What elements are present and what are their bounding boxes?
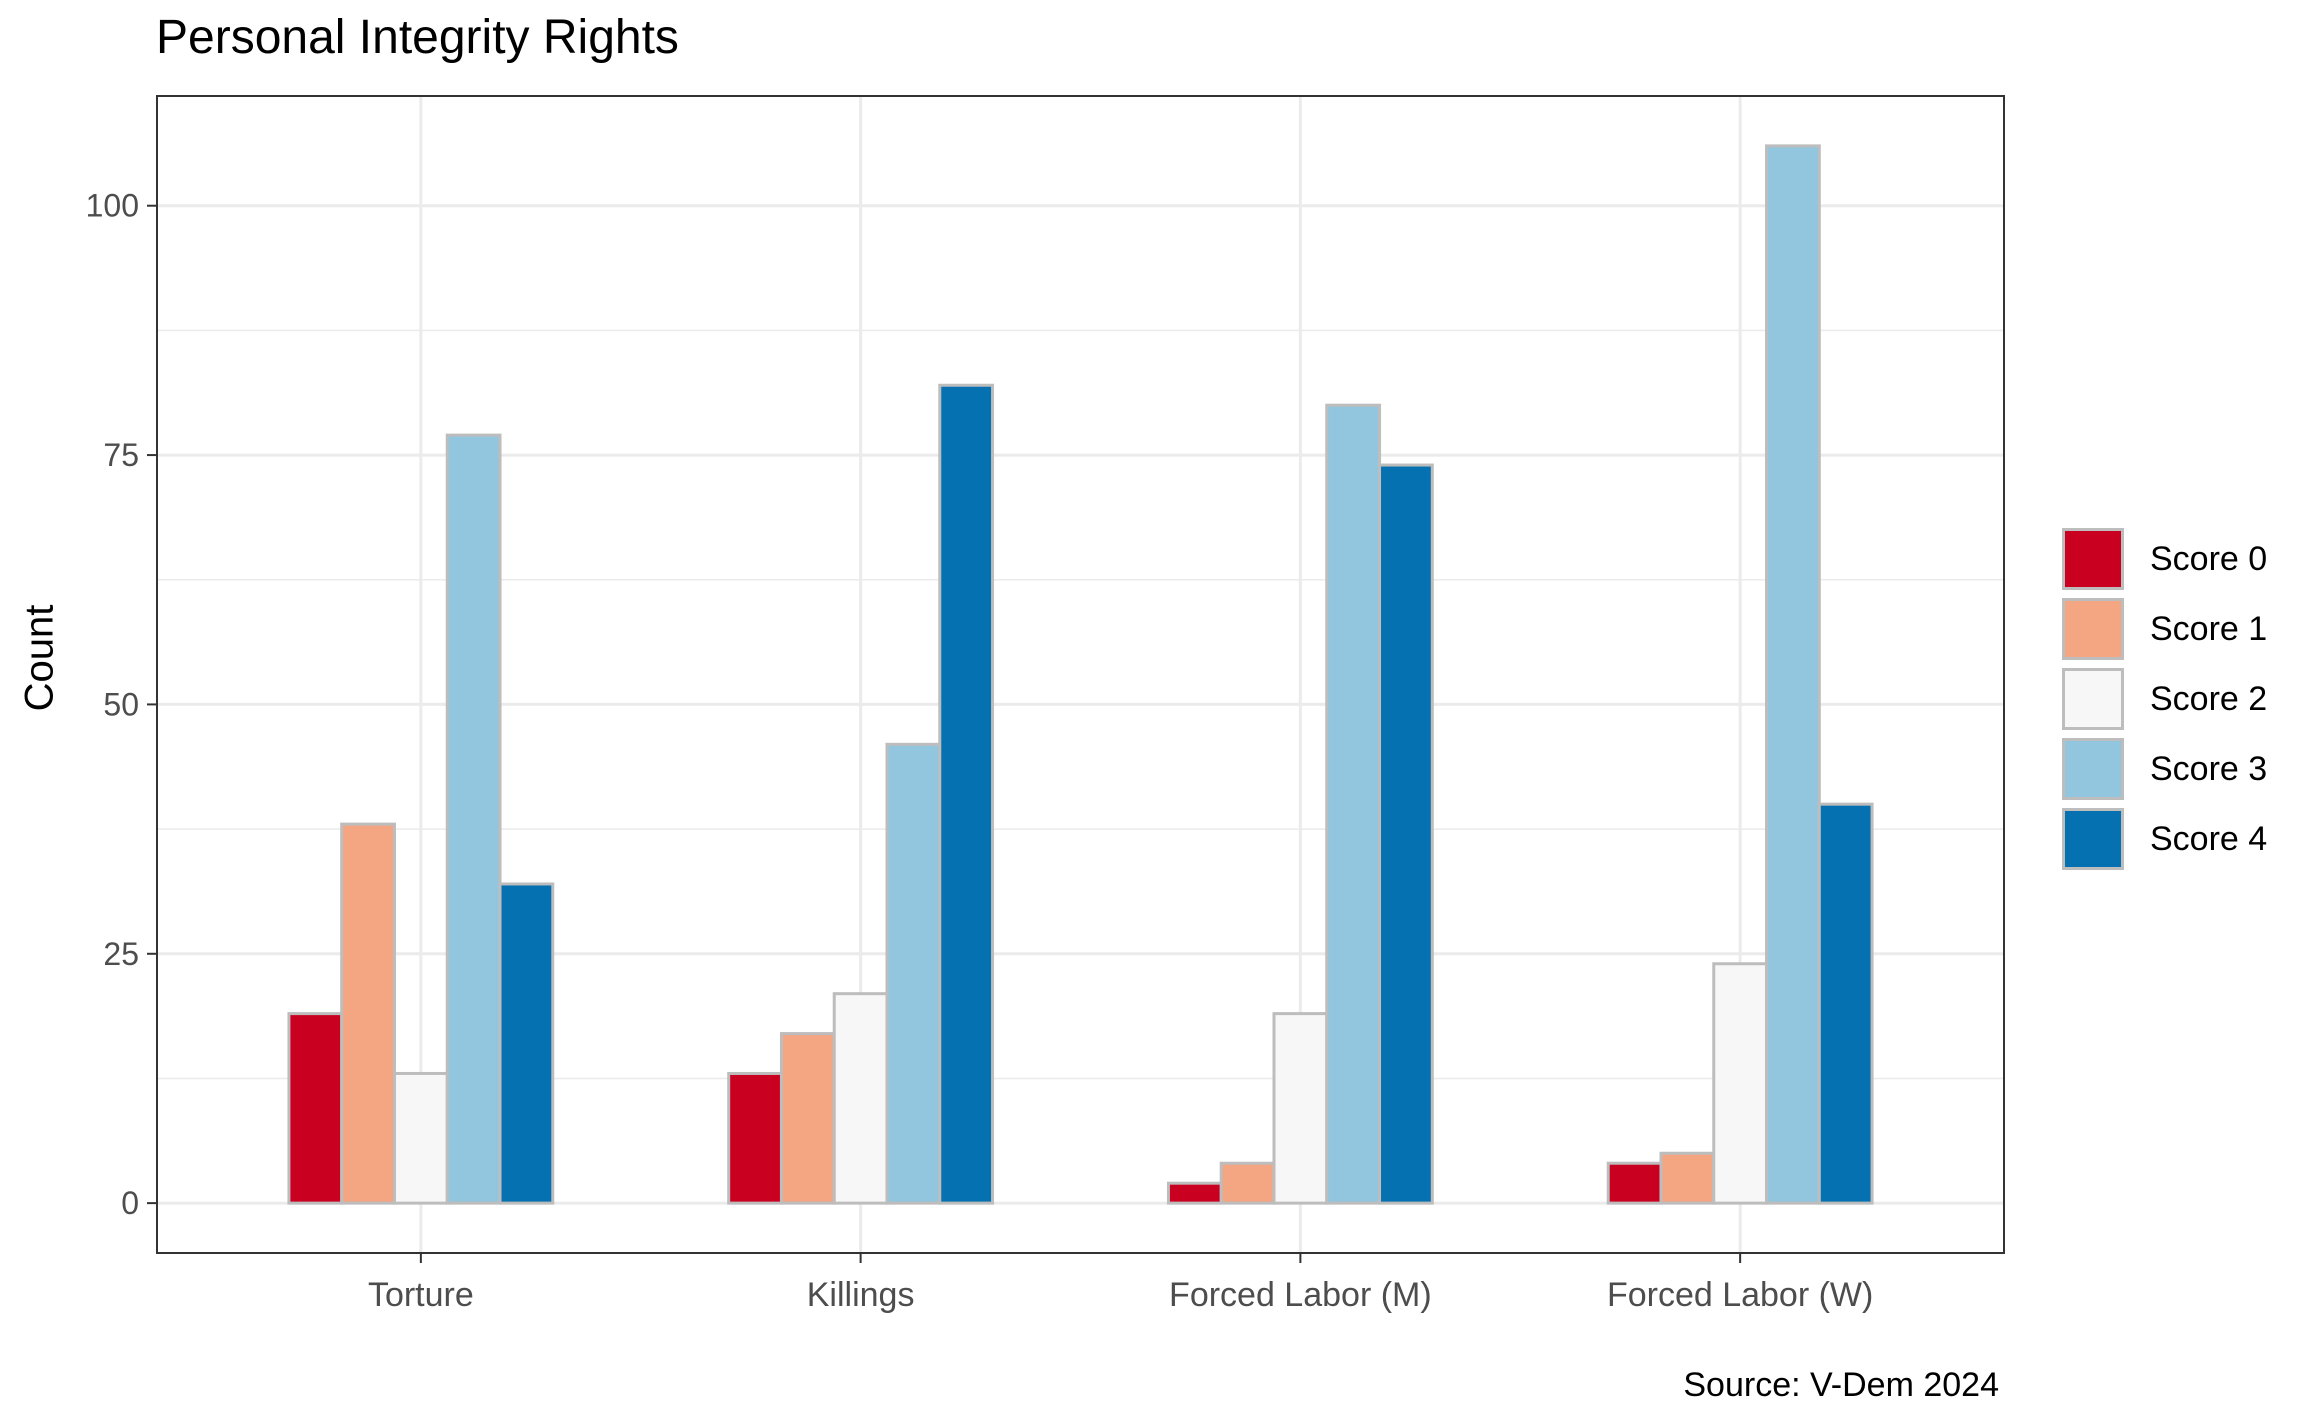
x-tick-label: Forced Labor (W)	[1607, 1276, 1873, 1314]
y-tick-label: 25	[103, 936, 139, 972]
bar-score-0	[727, 1071, 783, 1205]
bar-score-3	[1325, 403, 1382, 1205]
bar-score-0	[287, 1012, 344, 1205]
y-tick-label: 50	[103, 686, 139, 722]
axes: 0 25 50 75 100 Torture Killings Forced Labor (M…	[86, 188, 1874, 1314]
legend-key	[2062, 528, 2124, 590]
legend-label: Score 1	[2150, 610, 2268, 648]
legend-label: Score 4	[2150, 820, 2268, 858]
bar-score-1	[779, 1032, 836, 1205]
bars	[287, 144, 1874, 1205]
legend-key	[2062, 668, 2124, 730]
bar-score-4	[938, 383, 995, 1205]
y-tick-label: 0	[121, 1185, 139, 1221]
bar-score-2	[1712, 962, 1769, 1205]
bar-score-4	[498, 882, 555, 1205]
legend-label: Score 0	[2150, 540, 2268, 578]
bar-score-2	[832, 992, 889, 1205]
bar-score-1	[1219, 1161, 1276, 1205]
x-tick-label: Killings	[807, 1276, 915, 1314]
bar-score-1	[1659, 1151, 1716, 1205]
y-tick-label: 75	[103, 437, 139, 473]
panel-border	[156, 95, 2005, 1254]
bar-score-4	[1378, 463, 1434, 1205]
legend-key	[2062, 598, 2124, 660]
y-tick-label: 100	[86, 188, 139, 224]
bar-score-3	[885, 742, 942, 1205]
legend-label: Score 3	[2150, 750, 2268, 788]
bar-score-0	[1606, 1161, 1663, 1205]
legend-key	[2062, 738, 2124, 800]
bar-score-3	[445, 433, 502, 1205]
source-caption: Source: V-Dem 2024	[1683, 1366, 1999, 1404]
legend-label: Score 2	[2150, 680, 2268, 718]
bar-score-4	[1817, 802, 1874, 1205]
x-tick-label: Forced Labor (M)	[1169, 1276, 1432, 1314]
bar-score-3	[1765, 144, 1821, 1205]
bar-score-2	[1272, 1012, 1329, 1205]
bar-score-0	[1166, 1181, 1223, 1205]
legend-key	[2062, 808, 2124, 870]
chart-title: Personal Integrity Rights	[156, 11, 679, 64]
bar-score-1	[340, 822, 396, 1205]
bar-score-2	[392, 1071, 449, 1205]
x-tick-label: Torture	[368, 1276, 474, 1314]
